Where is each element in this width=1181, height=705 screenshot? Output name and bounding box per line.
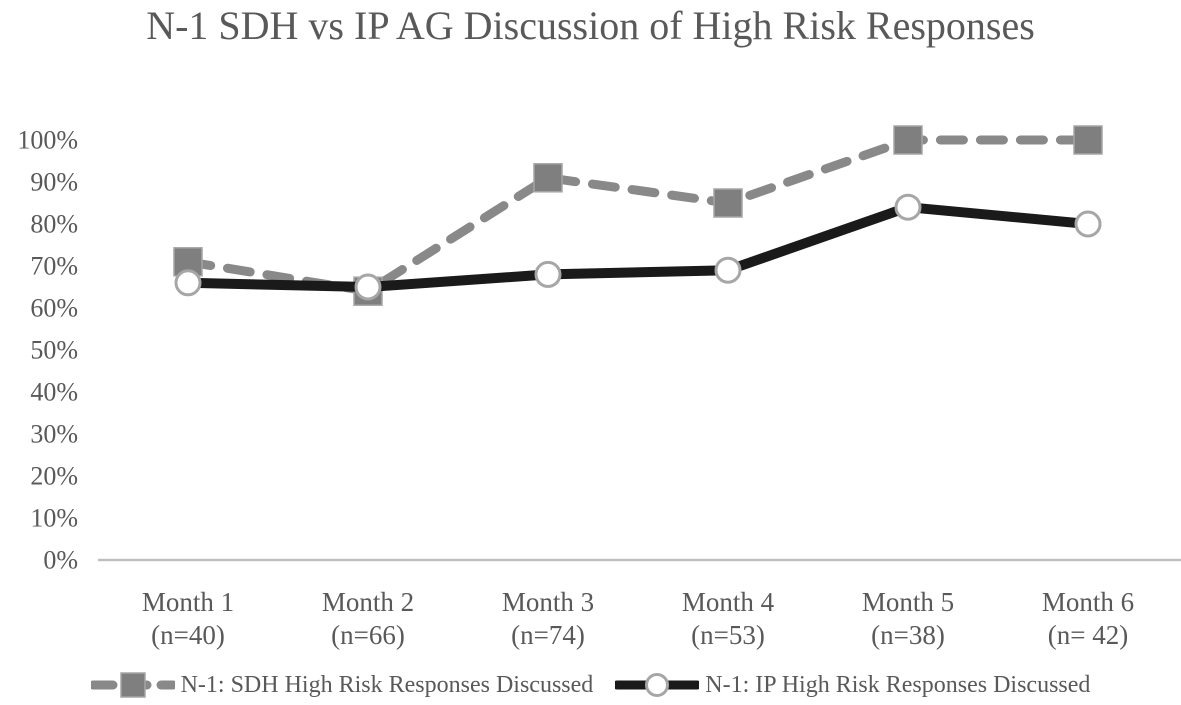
x-axis-category-label: Month 5	[862, 587, 954, 617]
y-axis-tick-label: 40%	[30, 378, 78, 407]
series-ip-marker-circle	[354, 273, 382, 301]
x-axis-category-sublabel: (n=53)	[691, 620, 765, 650]
y-axis-tick-label: 10%	[30, 504, 78, 533]
y-axis-tick-label: 50%	[30, 336, 78, 365]
legend-item: N-1: SDH High Risk Responses Discussed	[90, 671, 594, 699]
series-ip-marker-circle	[1074, 210, 1102, 238]
series-ip-marker-circle	[894, 193, 922, 221]
x-axis-category-sublabel: (n=40)	[151, 620, 225, 650]
legend-solid-circle-marker-icon	[615, 673, 700, 697]
series-sdh-marker-square	[713, 188, 743, 218]
legend-label: N-1: IP High Risk Responses Discussed	[705, 671, 1091, 698]
legend: N-1: SDH High Risk Responses Discussed N-…	[0, 671, 1181, 699]
series-sdh-line	[183, 135, 1093, 296]
series-ip-marker-circle	[714, 256, 742, 284]
plot-area: 0% 10% 20% 30% 40% 50% 60% 70% 80% 90% 100% Month 1…	[17, 125, 1181, 650]
series-sdh-marker-square	[893, 125, 923, 155]
series-ip-marker-circle	[174, 269, 202, 297]
y-axis-tick-label: 0%	[43, 546, 78, 575]
x-axis-category-label: Month 6	[1042, 587, 1134, 617]
legend-item: N-1: IP High Risk Responses Discussed	[615, 671, 1090, 699]
x-axis-category-label: Month 2	[322, 587, 414, 617]
y-axis-tick-label: 60%	[30, 294, 78, 323]
series-ip-marker-circle	[534, 260, 562, 288]
y-axis-tick-label: 80%	[30, 210, 78, 239]
x-axis-category-sublabel: (n=74)	[511, 620, 585, 650]
x-axis-category-sublabel: (n= 42)	[1048, 620, 1128, 650]
x-axis-category-label: Month 3	[502, 587, 594, 617]
chart-title: N-1 SDH vs IP AG Discussion of High Risk…	[0, 2, 1181, 51]
legend-label: N-1: SDH High Risk Responses Discussed	[180, 671, 594, 698]
y-axis-tick-label: 70%	[30, 252, 78, 281]
series-ip-line	[183, 202, 1093, 292]
y-axis-tick-label: 30%	[30, 420, 78, 449]
x-axis-category-label: Month 1	[142, 587, 234, 617]
y-axis-tick-label: 20%	[30, 462, 78, 491]
legend-dashed-square-marker-icon	[90, 672, 175, 698]
y-axis-tick-label: 100%	[17, 126, 78, 155]
x-axis-category-sublabel: (n=66)	[331, 620, 405, 650]
x-axis-category-sublabel: (n=38)	[871, 620, 945, 650]
y-axis-tick-label: 90%	[30, 168, 78, 197]
chart-title-text: N-1 SDH vs IP AG Discussion of High Risk…	[146, 3, 1035, 48]
series-sdh-marker-square	[1073, 125, 1103, 155]
series-sdh-marker-square	[533, 163, 563, 193]
x-axis-category-label: Month 4	[682, 587, 775, 617]
